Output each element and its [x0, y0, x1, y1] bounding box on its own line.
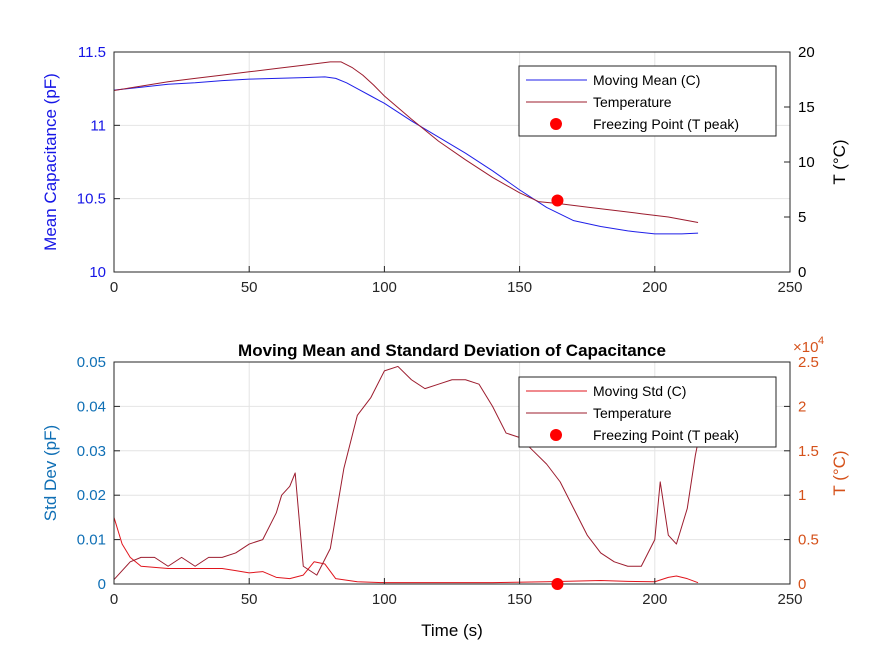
series-group-top	[114, 61, 699, 235]
legend-marker-freezing-top	[550, 118, 562, 130]
chart-bottom-std-dev: Moving Mean and Standard Deviation of Ca…	[41, 335, 849, 640]
x-tick-label-bottom-0: 0	[110, 591, 118, 608]
x-tick-label-top-4: 200	[642, 279, 667, 296]
y-tick-label-left-bottom-1: 0.01	[77, 532, 106, 549]
legend-bottom: Moving Std (C) Temperature Freezing Poin…	[518, 376, 777, 448]
legend-marker-freezing-bottom	[550, 429, 562, 441]
y-tick-label-right-top-2: 10	[798, 154, 815, 171]
x-tick-label-top-2: 100	[372, 279, 397, 296]
x-tick-label-bottom-3: 150	[507, 591, 532, 608]
y-tick-label-left-bottom-3: 0.03	[77, 443, 106, 460]
x-tick-label-bottom-4: 200	[642, 591, 667, 608]
y-tick-label-left-top-2: 11	[90, 117, 106, 134]
x-tick-label-bottom-1: 50	[241, 591, 258, 608]
y-tick-label-right-bottom-2: 1	[798, 487, 806, 504]
y2-multiplier-label: ×10 4	[793, 335, 824, 356]
y-tick-label-left-top-3: 11.5	[78, 44, 106, 61]
freezing-point-marker-top	[551, 194, 564, 207]
y-tick-label-right-top-0: 0	[798, 264, 806, 281]
ticks-bottom: 0 50 100 150 200 25000.010.020.030.040.0500.5…	[77, 354, 819, 608]
x-tick-label-top-1: 50	[241, 279, 258, 296]
x-tick-label-top-0: 0	[110, 279, 118, 296]
series-line-bottom-temperature	[114, 365, 699, 580]
y-axis-label-left-top: Mean Capacitance (pF)	[41, 73, 60, 251]
legend-label-std: Moving Std (C)	[593, 383, 686, 399]
y-tick-label-left-bottom-0: 0	[98, 576, 106, 593]
y-tick-label-left-bottom-5: 0.05	[77, 354, 106, 371]
chart-title-bottom: Moving Mean and Standard Deviation of Ca…	[238, 341, 666, 360]
legend-top: Moving Mean (C) Temperature Freezing Poi…	[518, 65, 777, 137]
y-tick-label-right-top-4: 20	[798, 44, 815, 61]
legend-label-temperature-top: Temperature	[593, 94, 672, 110]
y-tick-label-right-bottom-4: 2	[798, 398, 806, 415]
freezing-point-marker-bottom	[551, 578, 564, 590]
x-tick-label-top-3: 150	[507, 279, 532, 296]
x-tick-label-bottom-2: 100	[372, 591, 397, 608]
y2-multiplier-exponent: 4	[818, 335, 824, 347]
y-tick-label-right-top-3: 15	[798, 99, 815, 116]
y-axis-label-right-bottom: T (°C)	[830, 450, 849, 495]
y2-multiplier-base: ×10	[793, 339, 818, 356]
series-line-bottom-moving-std-c	[114, 517, 699, 584]
axes-box-bottom	[113, 361, 791, 585]
y-tick-label-right-bottom-5: 2.5	[798, 354, 819, 371]
legend-label-freezing-bottom: Freezing Point (T peak)	[593, 427, 739, 443]
y-tick-label-right-top-1: 5	[798, 209, 806, 226]
legend-label-mean: Moving Mean (C)	[593, 72, 700, 88]
y-tick-label-right-bottom-3: 1.5	[798, 443, 819, 460]
x-tick-label-bottom-5: 250	[777, 591, 802, 608]
y-tick-label-left-top-1: 10.5	[77, 191, 106, 208]
y-tick-label-right-bottom-0: 0	[798, 576, 806, 593]
y-axis-label-left-bottom: Std Dev (pF)	[41, 425, 60, 521]
x-axis-label-bottom: Time (s)	[421, 621, 483, 640]
legend-box-top	[518, 65, 777, 137]
x-tick-label-top-5: 250	[777, 279, 802, 296]
y-axis-label-right-top: T (°C)	[830, 139, 849, 184]
y-tick-label-right-bottom-1: 0.5	[798, 532, 819, 549]
y-tick-label-left-bottom-4: 0.04	[77, 398, 106, 415]
series-group-bottom	[114, 365, 699, 584]
chart-top-mean-capacitance: 0 50 100 150 200 250 10 10.5 11 11.5 0 5 10 15 20 Mean…	[41, 44, 849, 296]
legend-label-freezing-top: Freezing Point (T peak)	[593, 116, 739, 132]
series-line-top-moving-mean-c	[114, 76, 699, 235]
y-tick-label-left-bottom-2: 0.02	[77, 487, 106, 504]
legend-label-temperature-bottom: Temperature	[593, 405, 672, 421]
ticks-top: 0 50 100 150 200 250 10 10.5 11 11.5 0 5 10 15 20	[77, 44, 815, 296]
series-line-top-temperature	[114, 61, 699, 223]
y-tick-label-left-top-0: 10	[89, 264, 106, 281]
